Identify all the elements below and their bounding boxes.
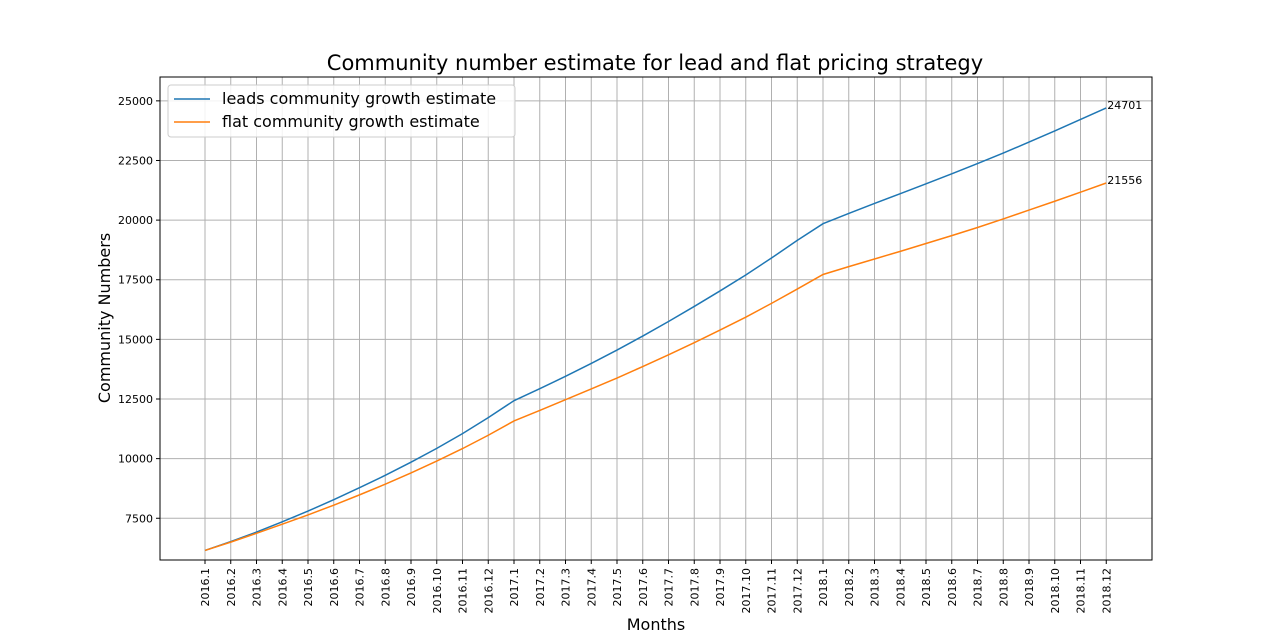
x-tick-label: 2018.12	[1100, 568, 1113, 614]
series-end-label: 21556	[1107, 174, 1142, 187]
x-tick-label: 2018.11	[1075, 568, 1088, 614]
y-tick-label: 12500	[118, 393, 153, 406]
flat-series-line	[204, 182, 1107, 552]
chart-title: Community number estimate for lead and f…	[327, 51, 983, 75]
x-tick-label: 2017.8	[688, 568, 701, 607]
x-tick-label: 2016.7	[354, 568, 367, 607]
x-tick-label: 2016.1	[199, 568, 212, 607]
x-tick-label: 2017.6	[637, 568, 650, 607]
x-tick-label: 2017.4	[585, 568, 598, 607]
plot-frame	[159, 76, 1153, 561]
x-tick-label: 2017.2	[534, 568, 547, 607]
x-tick-label: 2018.4	[894, 568, 907, 607]
x-tick-label: 2017.11	[766, 568, 779, 614]
y-axis: 7500 10000 12500 15000 17500 20000 22500 25000	[118, 95, 160, 525]
x-tick-label: 2018.3	[869, 568, 882, 607]
legend: leads community growth estimate flat comm…	[167, 84, 516, 138]
x-tick-label: 2018.6	[946, 568, 959, 607]
x-tick-label: 2016.4	[276, 568, 289, 607]
x-tick-label: 2018.7	[972, 568, 985, 607]
x-tick-label: 2017.1	[508, 568, 521, 607]
x-tick-label: 2018.9	[1023, 568, 1036, 607]
x-tick-label: 2016.12	[482, 568, 495, 614]
x-tick-label: 2016.10	[431, 568, 444, 614]
x-tick-label: 2018.2	[843, 568, 856, 607]
x-axis-label: Months	[627, 615, 685, 634]
series-lines	[204, 107, 1107, 552]
x-axis: 2016.1 2016.2 2016.3 2016.4 2016.5 2016.6 2016…	[199, 560, 1113, 614]
x-tick-label: 2016.11	[457, 568, 470, 614]
x-tick-label: 2017.12	[791, 568, 804, 614]
y-tick-label: 20000	[118, 214, 153, 227]
y-axis-label: Community Numbers	[95, 233, 114, 403]
x-tick-label: 2016.8	[379, 568, 392, 607]
x-tick-label: 2016.6	[328, 568, 341, 607]
leads-series-line	[204, 107, 1107, 552]
y-tick-label: 10000	[118, 453, 153, 466]
x-tick-label: 2017.9	[714, 568, 727, 607]
x-tick-label: 2018.1	[817, 568, 830, 607]
y-tick-label: 15000	[118, 333, 153, 346]
y-tick-label: 17500	[118, 274, 153, 287]
x-tick-label: 2017.10	[740, 568, 753, 614]
legend-entry: leads community growth estimate	[222, 89, 496, 108]
x-tick-label: 2016.9	[405, 568, 418, 607]
x-tick-label: 2018.8	[997, 568, 1010, 607]
grid	[160, 77, 1152, 560]
y-tick-label: 22500	[118, 154, 153, 167]
end-labels: 24701 21556	[1107, 99, 1142, 187]
x-tick-label: 2017.5	[611, 568, 624, 607]
x-tick-label: 2016.2	[225, 568, 238, 607]
x-tick-label: 2018.5	[920, 568, 933, 607]
x-tick-label: 2018.10	[1049, 568, 1062, 614]
y-tick-label: 7500	[125, 512, 153, 525]
legend-box	[167, 84, 516, 138]
x-tick-label: 2016.3	[251, 568, 264, 607]
x-tick-label: 2017.7	[663, 568, 676, 607]
x-tick-label: 2016.5	[302, 568, 315, 607]
y-tick-label: 25000	[118, 95, 153, 108]
legend-entry: flat community growth estimate	[222, 112, 480, 131]
x-tick-label: 2017.3	[560, 568, 573, 607]
series-end-label: 24701	[1107, 99, 1142, 112]
